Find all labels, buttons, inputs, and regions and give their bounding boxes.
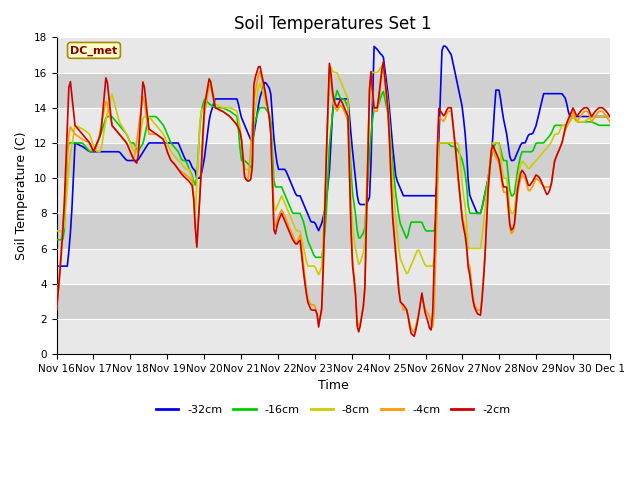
Bar	[56, 143, 610, 178]
Bar	[56, 37, 610, 72]
Legend: -32cm, -16cm, -8cm, -4cm, -2cm: -32cm, -16cm, -8cm, -4cm, -2cm	[152, 401, 515, 420]
Bar	[56, 178, 610, 213]
Bar	[56, 249, 610, 284]
Title: Soil Temperatures Set 1: Soil Temperatures Set 1	[234, 15, 432, 33]
Bar	[56, 108, 610, 143]
Y-axis label: Soil Temperature (C): Soil Temperature (C)	[15, 132, 28, 260]
X-axis label: Time: Time	[318, 379, 349, 392]
Bar	[56, 72, 610, 108]
Text: DC_met: DC_met	[70, 45, 118, 56]
Bar	[56, 319, 610, 354]
Bar	[56, 284, 610, 319]
Bar	[56, 213, 610, 249]
